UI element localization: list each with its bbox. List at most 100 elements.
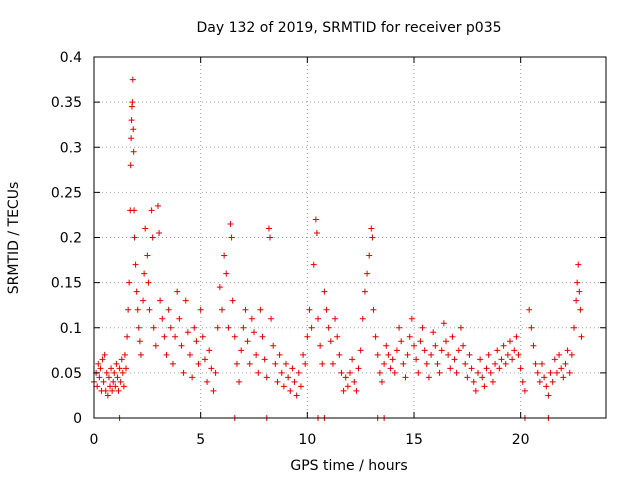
- data-point: [468, 365, 475, 372]
- y-tick-label: 0: [73, 411, 82, 427]
- data-point: [528, 324, 535, 331]
- y-tick-label: 0.15: [51, 276, 82, 292]
- data-point: [136, 338, 143, 345]
- x-tick-label: 15: [405, 432, 423, 448]
- y-tick-label: 0.4: [60, 50, 82, 66]
- data-point: [114, 374, 121, 381]
- data-point: [434, 360, 441, 367]
- data-point: [270, 342, 277, 349]
- data-point: [219, 306, 225, 313]
- data-point: [543, 383, 550, 390]
- data-point: [349, 356, 356, 363]
- data-point: [140, 297, 147, 304]
- data-point: [338, 369, 345, 376]
- data-point: [253, 351, 260, 358]
- data-point: [174, 288, 181, 295]
- data-point: [342, 374, 349, 381]
- data-point: [545, 392, 552, 399]
- y-tick-label: 0.05: [51, 366, 82, 382]
- data-point: [462, 360, 469, 367]
- data-point: [108, 365, 115, 372]
- data-point: [366, 252, 373, 259]
- data-point: [432, 342, 439, 349]
- data-point: [460, 342, 467, 349]
- y-tick-labels: 0 0.05 0.1 0.15 0.2 0.25 0.3 0.35 0.4: [51, 50, 82, 427]
- data-point: [325, 324, 332, 331]
- data-point: [494, 347, 501, 354]
- data-point: [214, 324, 221, 331]
- data-point: [558, 365, 565, 372]
- data-point: [336, 351, 343, 358]
- data-point: [507, 338, 513, 345]
- data-point: [246, 360, 253, 367]
- data-point: [150, 324, 157, 331]
- data-point: [103, 369, 110, 376]
- data-point: [210, 387, 217, 394]
- data-point: [308, 324, 315, 331]
- data-point: [244, 338, 251, 345]
- data-point: [163, 351, 170, 358]
- data-point: [479, 374, 486, 381]
- data-point: [126, 279, 133, 286]
- data-point: [229, 297, 236, 304]
- data-point: [178, 342, 185, 349]
- data-point: [159, 315, 166, 322]
- data-point: [464, 374, 471, 381]
- data-point: [532, 360, 539, 367]
- data-point: [361, 288, 368, 295]
- data-point: [574, 279, 581, 286]
- data-point: [195, 360, 202, 367]
- data-point: [368, 225, 375, 232]
- data-point: [541, 374, 548, 381]
- data-point: [312, 216, 319, 223]
- data-point: [297, 383, 304, 390]
- data-point: [483, 365, 490, 372]
- data-point: [419, 324, 426, 331]
- data-points: [91, 76, 585, 421]
- data-point: [120, 383, 127, 390]
- data-point: [498, 356, 505, 363]
- data-point: [577, 306, 584, 313]
- data-point: [278, 369, 285, 376]
- data-point: [504, 351, 511, 358]
- data-point: [428, 351, 435, 358]
- data-point: [228, 234, 235, 241]
- data-point: [289, 365, 296, 372]
- data-point: [387, 365, 394, 372]
- data-point: [208, 365, 215, 372]
- data-point: [119, 369, 126, 376]
- data-point: [517, 365, 524, 372]
- data-point: [165, 306, 172, 313]
- data-point: [351, 378, 358, 385]
- chart-title: Day 132 of 2019, SRMTID for receiver p03…: [196, 20, 501, 36]
- data-point: [124, 333, 131, 340]
- data-point: [102, 387, 109, 394]
- data-point: [355, 365, 362, 372]
- data-point: [130, 126, 137, 133]
- data-point: [187, 351, 193, 358]
- data-point: [340, 387, 347, 394]
- data-point: [197, 306, 204, 313]
- data-point: [267, 234, 273, 241]
- data-point: [417, 338, 424, 345]
- data-point: [109, 387, 116, 394]
- data-point: [430, 329, 437, 336]
- data-point: [131, 234, 138, 241]
- data-point: [115, 387, 122, 394]
- x-tick-labels: 0 5 10 15 20: [90, 432, 530, 448]
- data-point: [357, 347, 364, 354]
- data-point: [447, 365, 454, 372]
- data-point: [370, 306, 377, 313]
- data-point: [142, 225, 149, 232]
- data-point: [329, 360, 336, 367]
- data-point: [515, 351, 522, 358]
- data-point: [472, 387, 479, 394]
- data-point: [475, 369, 481, 376]
- data-point: [400, 360, 407, 367]
- data-point: [489, 378, 496, 385]
- data-point: [477, 356, 484, 363]
- data-point: [223, 270, 230, 277]
- data-point: [105, 374, 112, 381]
- data-point: [313, 229, 320, 236]
